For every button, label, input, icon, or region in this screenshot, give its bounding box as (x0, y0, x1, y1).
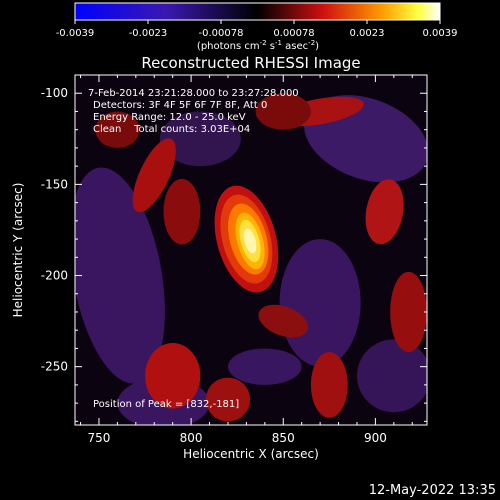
heatmap-region (205, 377, 251, 422)
chart-title: Reconstructed RHESSI Image (141, 54, 360, 72)
x-tick-label: 850 (272, 431, 295, 445)
x-axis-label: Heliocentric X (arcsec) (183, 447, 319, 461)
x-tick-label: 900 (364, 431, 387, 445)
colorbar-units: (photons cm-2 s-1 asec-2) (197, 39, 319, 52)
y-tick-label: -150 (41, 177, 68, 191)
heatmap-region (145, 342, 201, 409)
clean-counts: Clean Total counts: 3.03E+04 (93, 124, 250, 135)
x-tick-label: 750 (88, 431, 111, 445)
heatmap-region (132, 138, 176, 213)
energy-range: Energy Range: 12.0 - 25.0 keV (93, 112, 246, 123)
y-tick-label: -250 (41, 360, 68, 374)
heatmap-region (279, 239, 361, 367)
heatmap-region (310, 352, 348, 418)
info-block: 7-Feb-2014 23:21:28.000 to 23:27:28.000 … (88, 88, 299, 410)
heatmap-region (75, 167, 165, 384)
y-axis-label: Heliocentric Y (arcsec) (11, 183, 25, 318)
colorbar-ticks: -0.0039 -0.0023 -0.00078 0.00078 0.0023 0.003… (56, 20, 458, 39)
heatmap-plot (75, 75, 427, 425)
plot-frame (74, 74, 428, 426)
heatmap-region (243, 228, 257, 254)
colorbar-tick-label: -0.0039 (56, 28, 95, 39)
heatmap-region (390, 271, 427, 353)
y-axis: -100 -150 -200 -250 (41, 74, 427, 422)
heatmap-region (227, 348, 302, 385)
colorbar-tick-label: -0.00078 (199, 28, 244, 39)
colorbar-tick-label: 0.0023 (350, 28, 385, 39)
detectors: Detectors: 3F 4F 5F 6F 7F 8F, Att 0 (93, 100, 267, 111)
colorbar-gradient (74, 2, 441, 21)
heatmap-region (95, 111, 140, 148)
colorbar-tick-label: 0.0039 (423, 28, 458, 39)
time-range: 7-Feb-2014 23:21:28.000 to 23:27:28.000 (88, 88, 299, 99)
heatmap-region (356, 339, 427, 413)
y-tick-label: -200 (41, 269, 68, 283)
heatmap-region (159, 111, 241, 167)
y-tick-label: -100 (41, 86, 68, 100)
colorbar-tick-label: 0.00078 (273, 28, 314, 39)
peak-position: Position of Peak = [832,-181] (93, 399, 239, 410)
footer-date: 12-May-2022 13:35 (369, 483, 496, 498)
colorbar: -0.0039 -0.0023 -0.00078 0.00078 0.0023 0.003… (56, 2, 458, 52)
colorbar-tick-label: -0.0023 (129, 28, 168, 39)
heatmap-region (365, 179, 404, 245)
heatmap-region (258, 304, 309, 338)
heatmap-region (163, 178, 201, 245)
x-tick-label: 800 (180, 431, 203, 445)
heatmap-region (255, 93, 311, 130)
heatmap-blobs (75, 93, 427, 425)
x-axis: 750 800 850 900 (80, 75, 413, 445)
